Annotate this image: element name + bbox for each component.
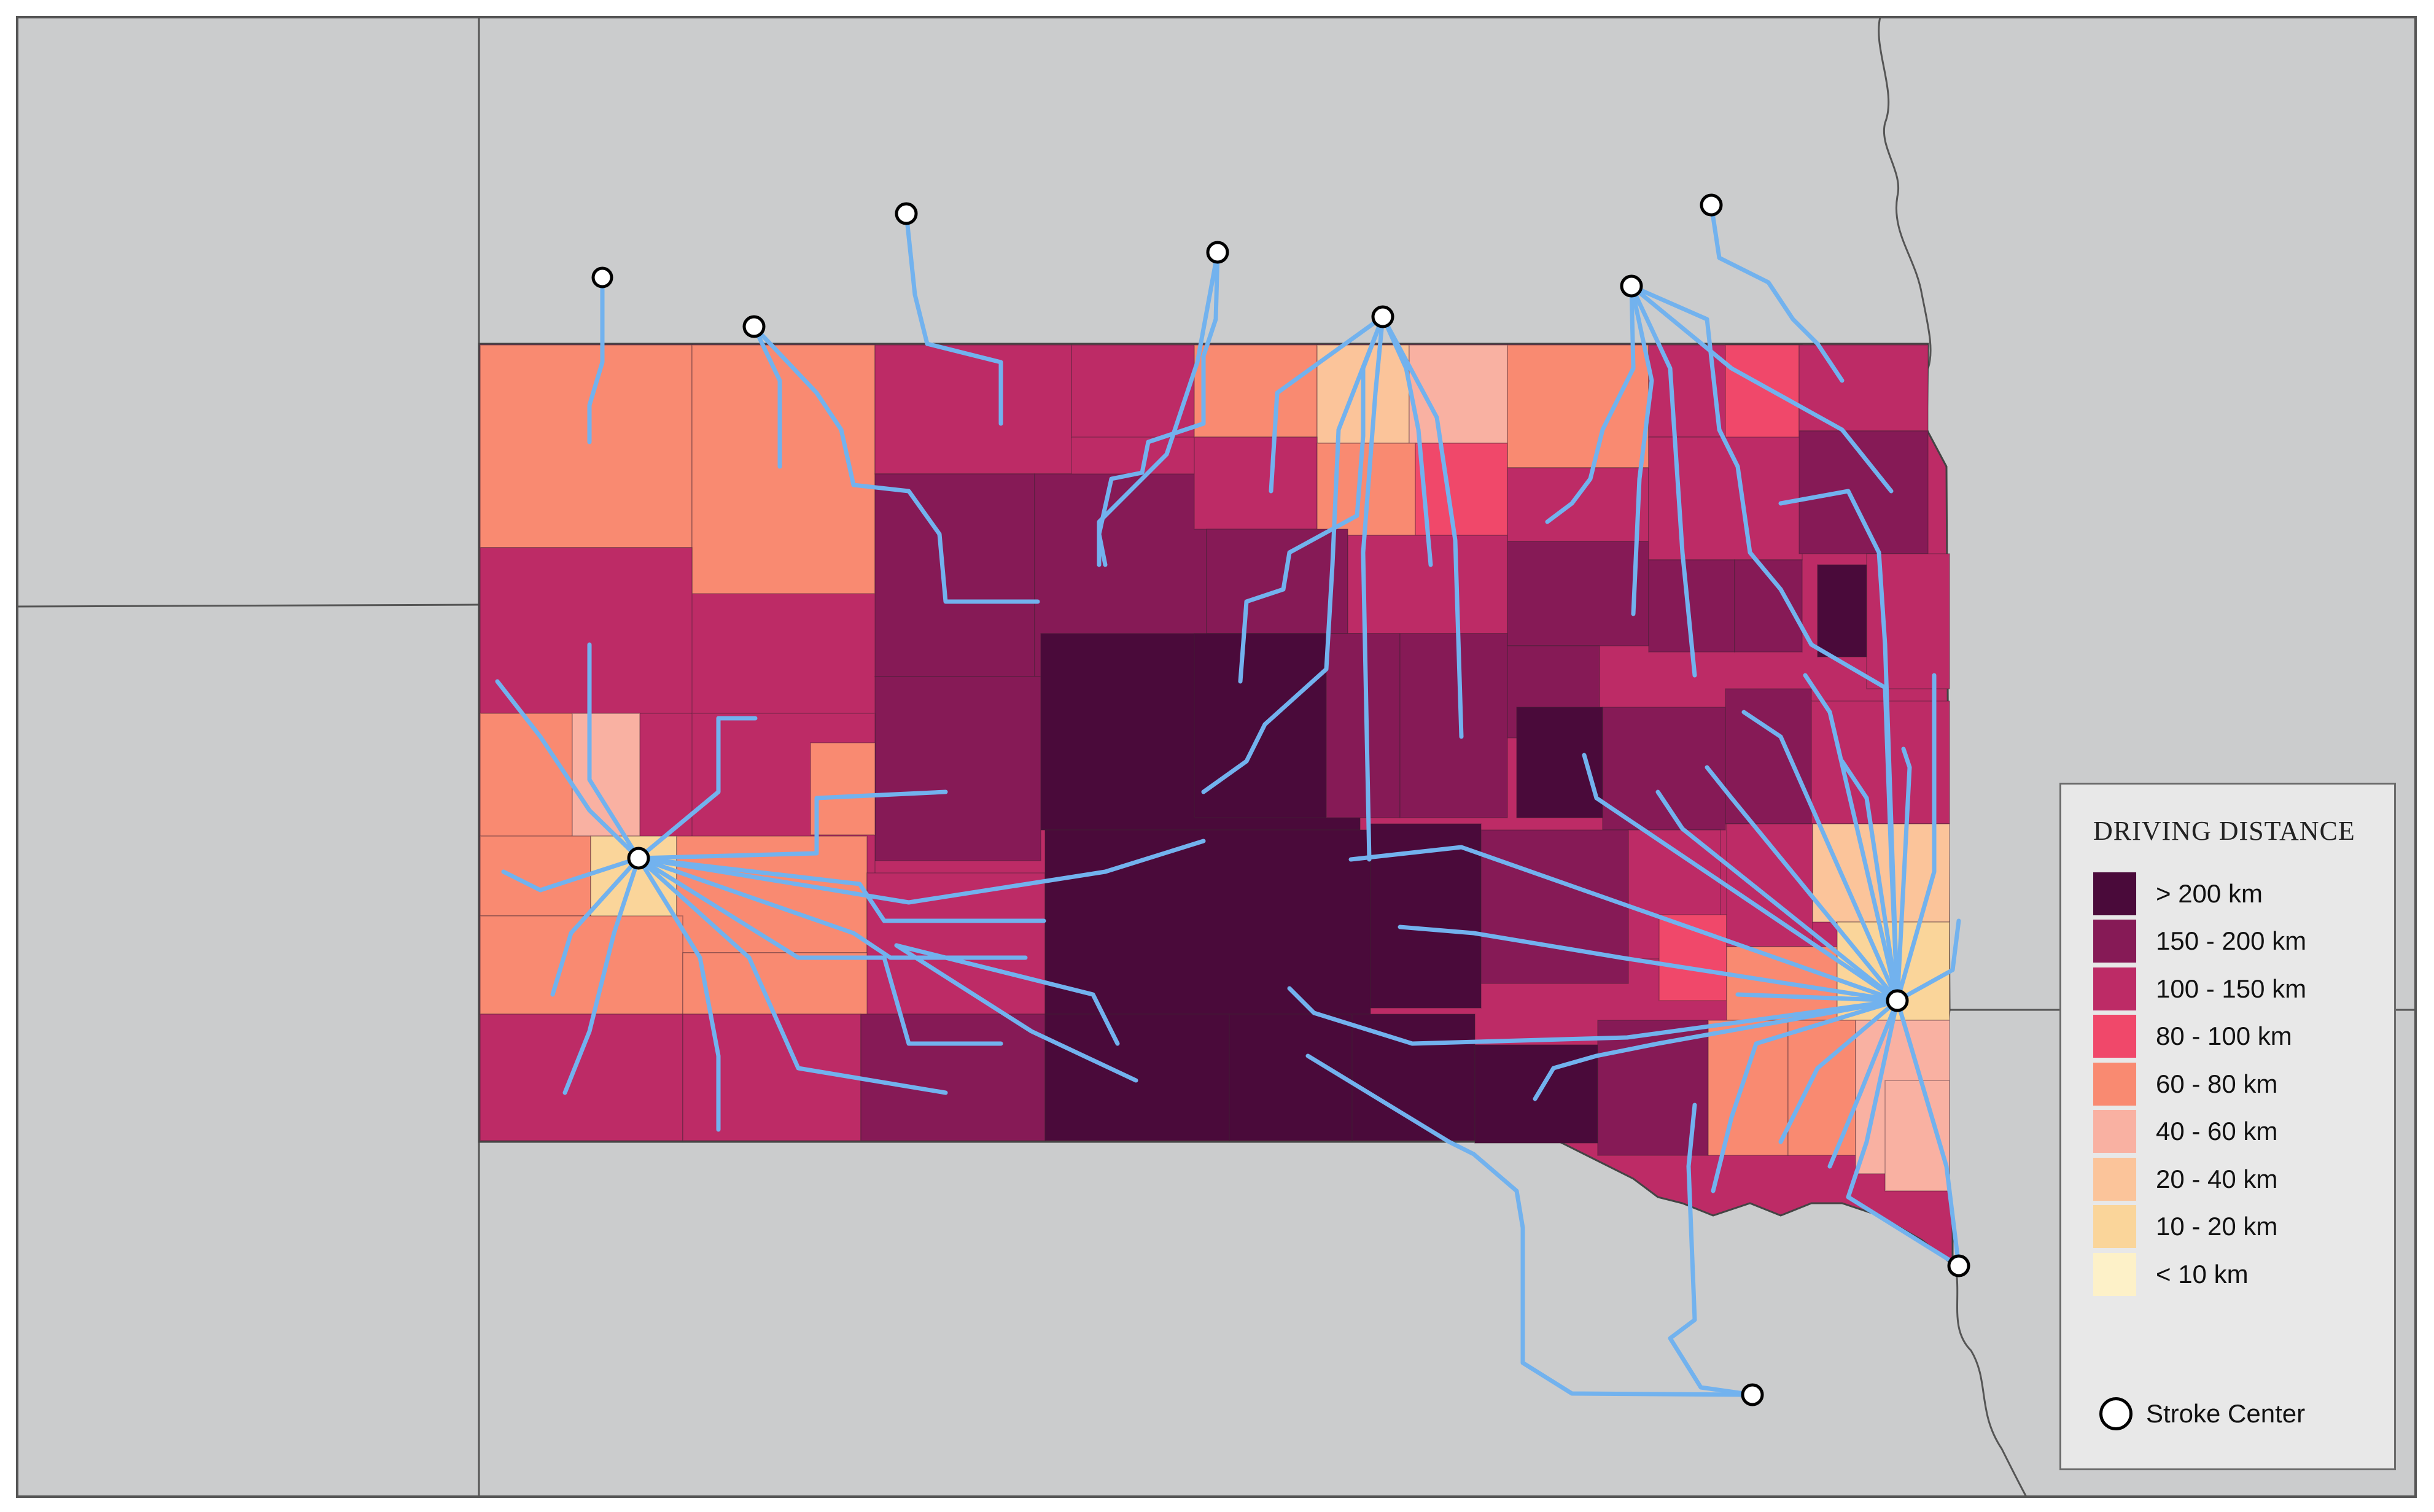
legend-stroke-center: Stroke Center <box>2099 1397 2305 1430</box>
legend-item: 150 - 200 km <box>2093 918 2394 966</box>
legend-label: 60 - 80 km <box>2156 1069 2278 1098</box>
stroke-center-marker <box>1620 274 1643 298</box>
legend-item: > 200 km <box>2093 870 2394 918</box>
legend-item: 60 - 80 km <box>2093 1060 2394 1108</box>
legend-swatch <box>2093 967 2136 1010</box>
legend-swatch <box>2093 1157 2136 1201</box>
stroke-center-marker <box>1741 1383 1764 1406</box>
legend-label: 40 - 60 km <box>2156 1117 2278 1146</box>
legend-item: 10 - 20 km <box>2093 1203 2394 1251</box>
stroke-center-marker <box>1371 305 1394 328</box>
stroke-center-marker <box>1700 193 1723 217</box>
legend-swatch <box>2093 920 2136 963</box>
legend-item: 20 - 40 km <box>2093 1155 2394 1203</box>
county-polygons <box>480 344 1950 1192</box>
stroke-center-marker <box>895 202 918 225</box>
stroke-center-marker <box>742 315 766 338</box>
legend-swatch <box>2093 1062 2136 1106</box>
legend-item: < 10 km <box>2093 1250 2394 1298</box>
legend-swatch <box>2093 872 2136 915</box>
legend-title: DRIVING DISTANCE <box>2093 816 2355 846</box>
stroke-centers <box>591 193 1970 1406</box>
legend-swatch <box>2093 1205 2136 1249</box>
stroke-center-icon <box>2099 1397 2133 1430</box>
legend-swatch <box>2093 1110 2136 1153</box>
legend-label: 10 - 20 km <box>2156 1212 2278 1241</box>
driving-routes <box>495 203 1961 1397</box>
legend-label: < 10 km <box>2156 1259 2249 1289</box>
stroke-center-marker <box>1206 241 1229 264</box>
legend-label: 80 - 100 km <box>2156 1022 2292 1051</box>
legend-swatch <box>2093 1252 2136 1296</box>
stroke-center-marker <box>591 266 613 289</box>
legend-label: 150 - 200 km <box>2156 926 2307 956</box>
stroke-center-marker <box>627 847 650 870</box>
legend: DRIVING DISTANCE > 200 km 150 - 200 km 100… <box>2059 783 2396 1470</box>
legend-item: 100 - 150 km <box>2093 965 2394 1013</box>
stroke-center-label: Stroke Center <box>2146 1399 2306 1428</box>
legend-label: 100 - 150 km <box>2156 974 2307 1003</box>
legend-class-list: > 200 km 150 - 200 km 100 - 150 km 80 - 100… <box>2093 870 2394 1298</box>
stroke-center-marker <box>1947 1254 1970 1277</box>
legend-item: 80 - 100 km <box>2093 1013 2394 1061</box>
legend-label: 20 - 40 km <box>2156 1164 2278 1193</box>
legend-label: > 200 km <box>2156 878 2263 908</box>
stroke-center-marker <box>1886 989 1909 1012</box>
legend-item: 40 - 60 km <box>2093 1108 2394 1156</box>
legend-swatch <box>2093 1015 2136 1058</box>
